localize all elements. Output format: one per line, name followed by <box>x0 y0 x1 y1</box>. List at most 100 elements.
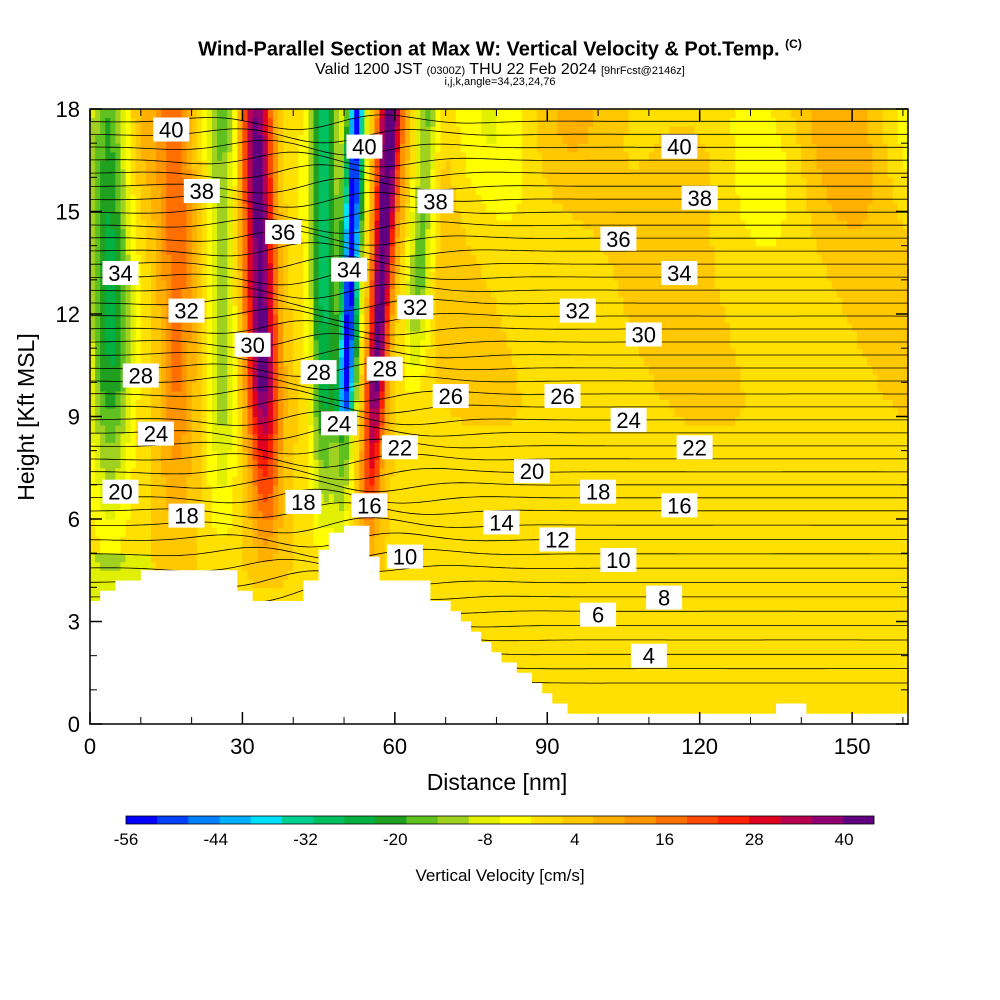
y-tick-label: 18 <box>56 97 80 122</box>
theta-label: 18 <box>285 489 322 515</box>
theta-label: 40 <box>661 134 698 160</box>
colorbar-swatch <box>718 816 750 824</box>
theta-label: 30 <box>234 332 271 358</box>
colorbar-tick-label: 4 <box>570 830 579 849</box>
x-tick-label: 30 <box>230 734 254 759</box>
colorbar-swatch <box>842 816 875 824</box>
theta-label: 34 <box>102 261 139 286</box>
colorbar-swatch <box>157 816 189 824</box>
theta-label: 32 <box>168 298 205 324</box>
theta-label: 26 <box>432 384 469 409</box>
x-tick-label: 90 <box>535 734 559 759</box>
colorbar-swatch <box>281 816 314 824</box>
colorbar-swatch <box>531 816 563 824</box>
theta-label: 8 <box>646 585 683 611</box>
colorbar-swatch <box>437 816 470 824</box>
colorbar-swatch <box>188 816 220 824</box>
y-tick-label: 3 <box>68 610 80 635</box>
x-tick-label: 0 <box>84 734 96 759</box>
y-axis-label: Height [Kft MSL] <box>13 333 39 500</box>
terrain-mask <box>90 525 908 724</box>
theta-label: 24 <box>321 411 357 436</box>
colorbar-swatch <box>344 816 376 824</box>
theta-label: 14 <box>483 510 520 535</box>
theta-label: 24 <box>138 421 174 447</box>
colorbar-tick-label: 40 <box>835 830 854 849</box>
colorbar-tick-label: -32 <box>293 830 318 849</box>
colorbar-swatch <box>624 816 657 824</box>
colorbar-swatch <box>655 816 688 824</box>
y-tick-label: 15 <box>56 200 80 225</box>
colorbar-swatch <box>593 816 625 824</box>
colorbar-tick-label: 28 <box>745 830 764 849</box>
terrain-area <box>90 525 908 724</box>
x-tick-label: 120 <box>681 734 718 759</box>
theta-label: 20 <box>514 459 550 484</box>
theta-label: 34 <box>331 257 368 283</box>
theta-label: 32 <box>397 295 434 320</box>
theta-label: 30 <box>625 322 662 348</box>
colorbar-swatch <box>500 816 532 824</box>
y-tick-label: 6 <box>68 507 80 532</box>
x-axis-label: Distance [nm] <box>427 769 568 795</box>
theta-label: 10 <box>387 544 423 570</box>
colorbar-swatch <box>126 816 158 824</box>
theta-label: 22 <box>676 435 713 460</box>
theta-contour-labels: 40 40 40 38 38 38 36 36 34 34 34 32 32 32 30 30 28 28 28 26… <box>102 117 718 669</box>
theta-label: 40 <box>153 117 190 143</box>
theta-label: 16 <box>351 493 388 518</box>
theta-label: 36 <box>265 220 302 245</box>
colorbar-tick-label: -20 <box>383 830 408 849</box>
colorbar-swatch <box>313 816 345 824</box>
colorbar-tick-label: -8 <box>477 830 492 849</box>
theta-label: 24 <box>610 407 647 433</box>
y-tick-label: 0 <box>68 712 80 737</box>
x-tick-label: 150 <box>834 734 871 759</box>
copyright-mark: (C) <box>785 37 802 51</box>
theta-label: 10 <box>600 548 637 573</box>
theta-label: 16 <box>661 493 698 518</box>
colorbar-swatch <box>749 816 781 824</box>
theta-label: 18 <box>168 504 205 529</box>
theta-label: 36 <box>600 226 637 252</box>
colorbar: -56 -44 -32 -20 -8 4 16 28 40 <box>114 815 875 849</box>
colorbar-swatch <box>562 816 594 824</box>
theta-label: 28 <box>366 356 403 382</box>
theta-label: 12 <box>539 527 576 553</box>
theta-contours <box>90 114 908 689</box>
grid-info: i,j,k,angle=34,23,24,76 <box>444 76 556 88</box>
theta-label: 28 <box>122 363 159 389</box>
colorbar-swatch <box>250 816 283 824</box>
theta-label: 38 <box>417 189 454 214</box>
colorbar-swatch <box>780 816 812 824</box>
y-tick-label: 9 <box>68 405 80 430</box>
chart-subtitle: Valid 1200 JST (0300Z) THU 22 Feb 2024 [… <box>315 61 685 78</box>
colorbar-tick-label: 16 <box>655 830 674 849</box>
colorbar-swatch <box>219 816 251 824</box>
colorbar-label: Vertical Velocity [cm/s] <box>415 866 584 885</box>
theta-label: 38 <box>183 179 220 204</box>
colorbar-swatch <box>375 816 407 824</box>
theta-label: 18 <box>580 479 617 505</box>
theta-label: 4 <box>630 643 667 669</box>
theta-label: 40 <box>346 134 383 160</box>
theta-label: 20 <box>102 479 139 505</box>
theta-label: 26 <box>544 384 581 409</box>
theta-label: 28 <box>300 360 337 385</box>
theta-label: 34 <box>661 261 698 286</box>
theta-label: 6 <box>580 602 617 628</box>
colorbar-swatch <box>811 816 844 824</box>
colorbar-swatch <box>468 816 501 824</box>
theta-label: 22 <box>381 435 418 460</box>
colorbar-tick-label: -56 <box>114 830 139 849</box>
x-tick-label: 60 <box>383 734 407 759</box>
theta-label: 38 <box>681 185 718 211</box>
colorbar-swatch <box>406 816 438 824</box>
y-tick-label: 12 <box>56 302 80 327</box>
chart-title: Wind-Parallel Section at Max W: Vertical… <box>198 37 802 61</box>
theta-label: 32 <box>559 298 596 324</box>
colorbar-swatch <box>687 816 719 824</box>
colorbar-tick-label: -44 <box>204 830 229 849</box>
